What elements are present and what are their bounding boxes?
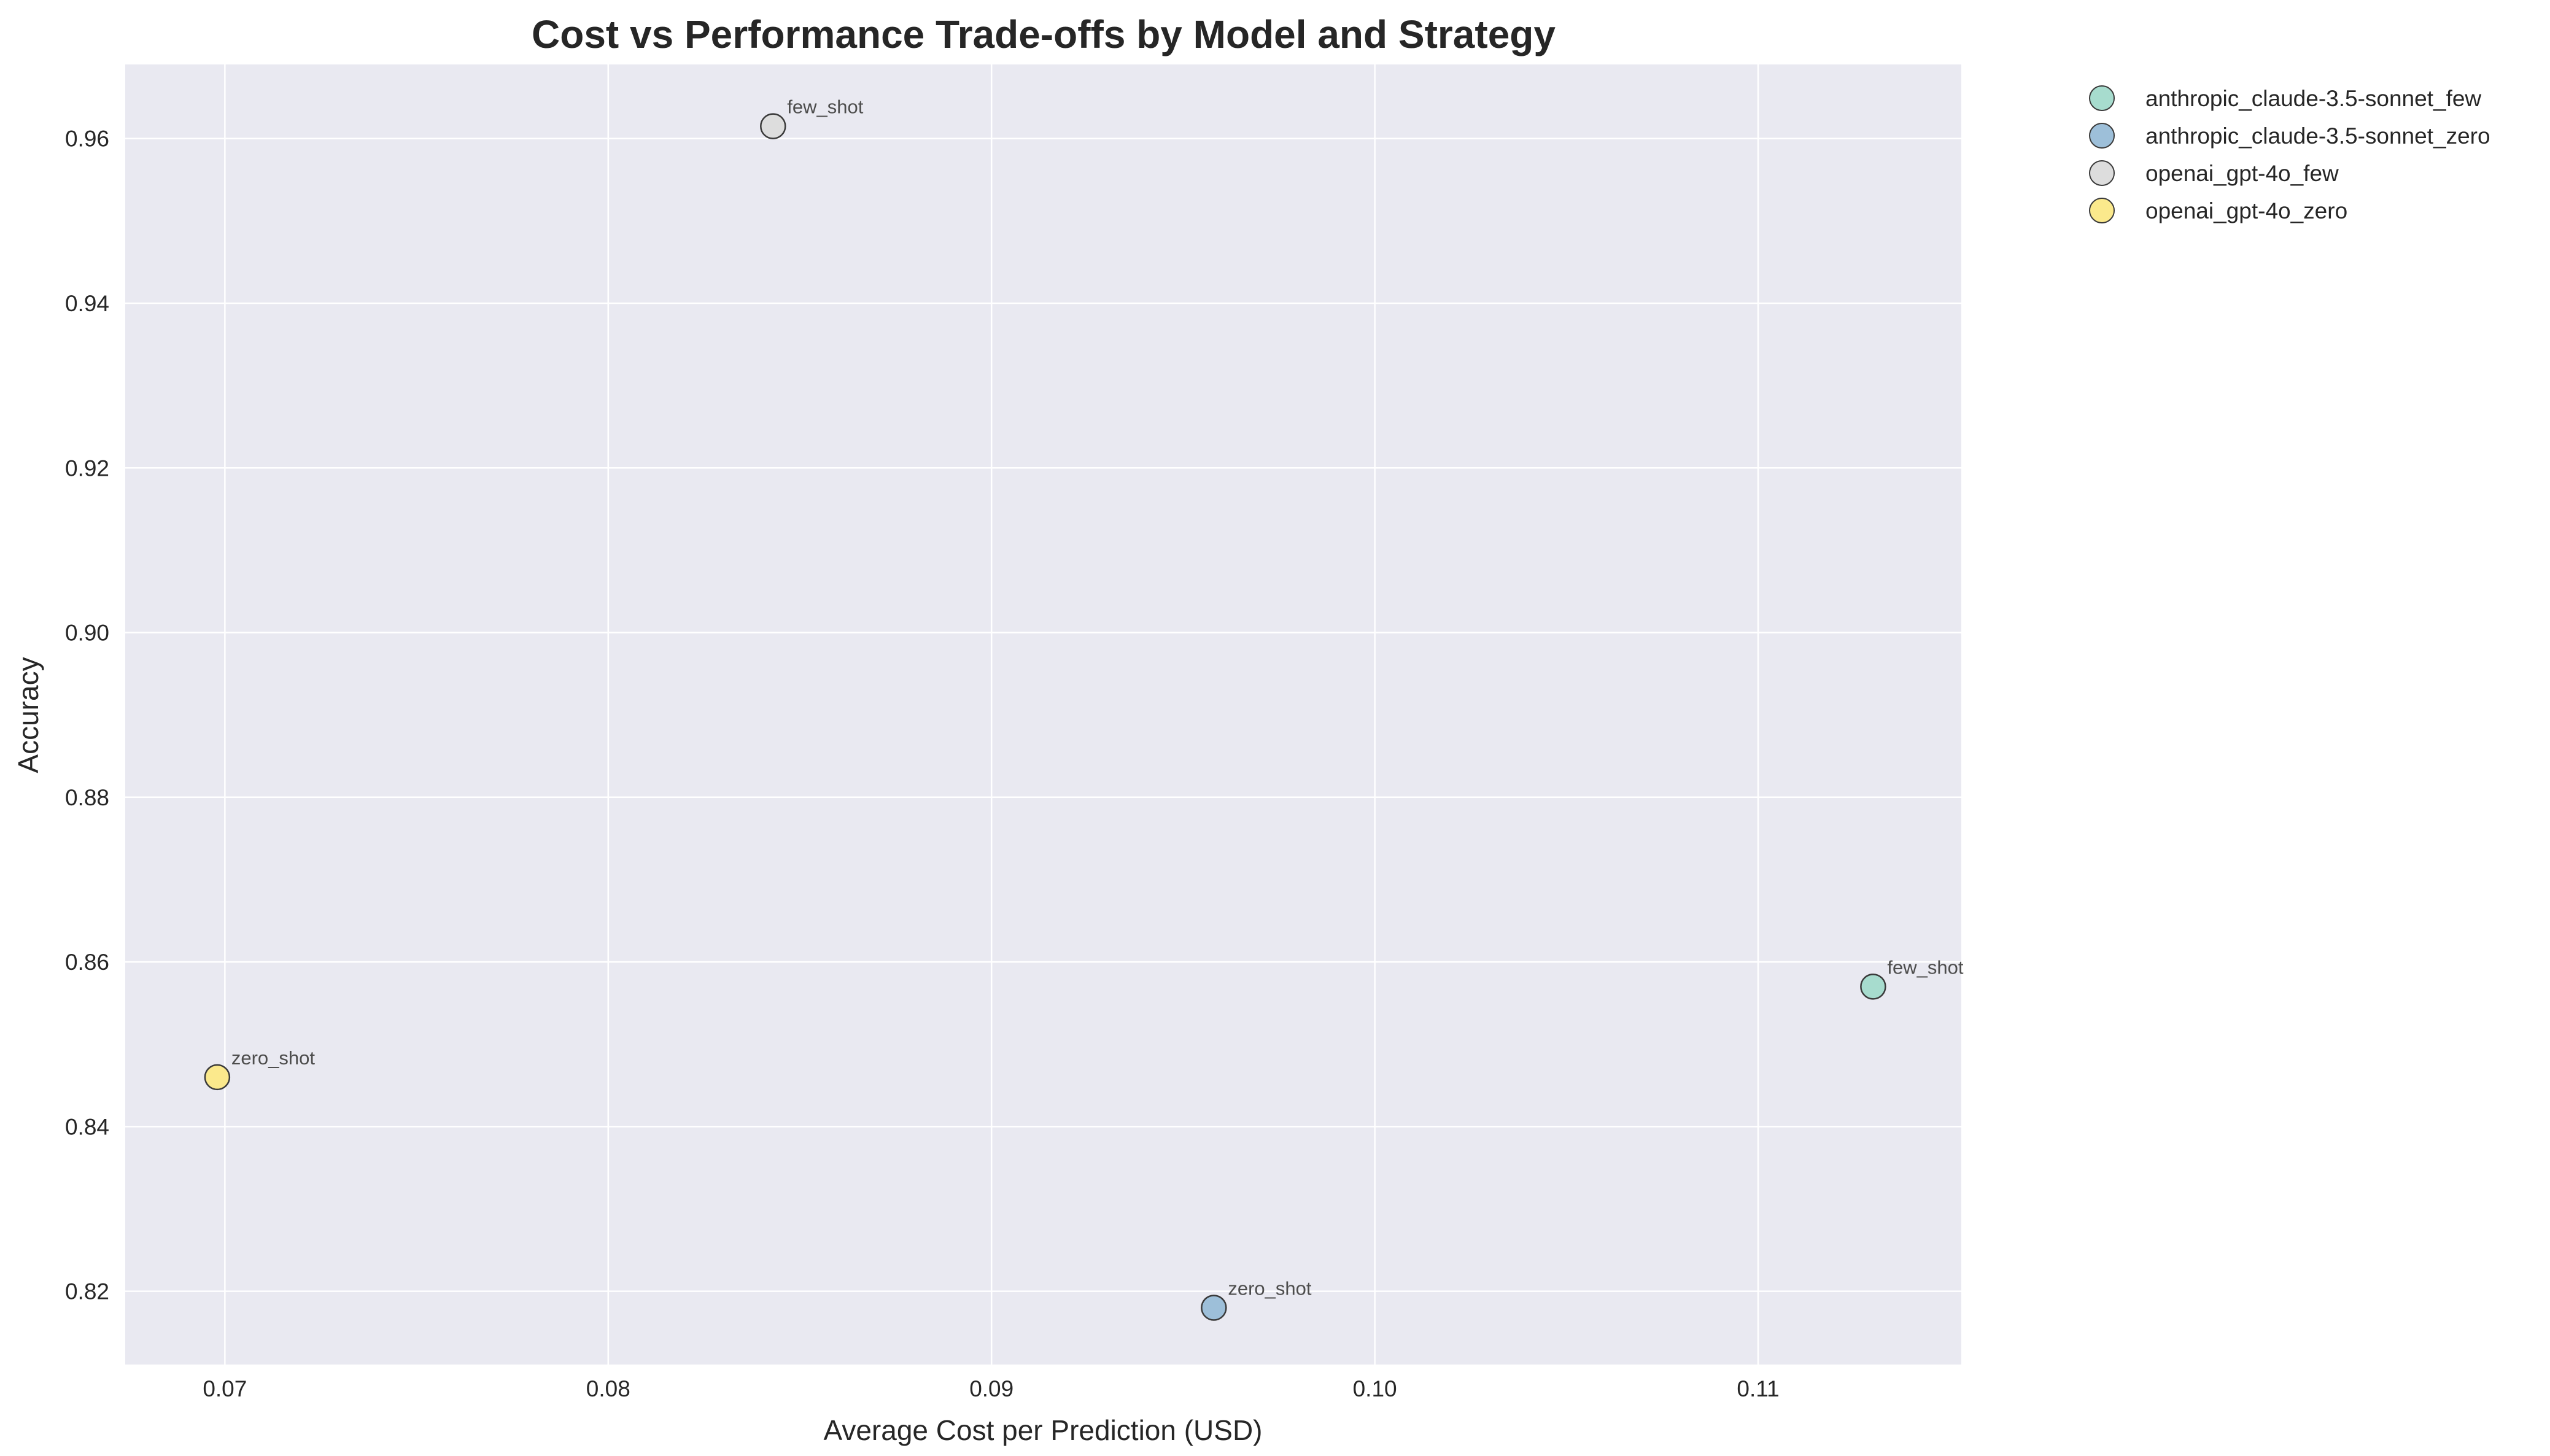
legend-marker <box>2089 198 2115 223</box>
chart-title: Cost vs Performance Trade-offs by Model … <box>532 12 1556 56</box>
legend-marker <box>2089 160 2115 186</box>
x-tick-label: 0.08 <box>586 1376 630 1401</box>
data-points <box>204 113 1886 1321</box>
x-axis-label: Average Cost per Prediction (USD) <box>824 1414 1263 1446</box>
y-axis-ticks: 0.82 0.84 0.86 0.88 0.90 0.92 0.94 0.96 <box>65 126 109 1304</box>
legend-entry-label: anthropic_claude-3.5-sonnet_few <box>2145 86 2481 111</box>
point-annotations: few_shot zero_shot few_shot zero_shot <box>231 96 1964 1299</box>
point-annotation: few_shot <box>787 96 863 118</box>
y-tick-label: 0.88 <box>65 785 109 810</box>
data-point <box>204 1064 231 1091</box>
y-axis-label: Accuracy <box>12 657 44 773</box>
point-annotation: few_shot <box>1887 956 1963 978</box>
y-tick-label: 0.96 <box>65 126 109 152</box>
x-axis-ticks: 0.07 0.08 0.09 0.10 0.11 <box>203 1376 1779 1401</box>
grid-lines <box>125 64 1961 1365</box>
y-tick-label: 0.92 <box>65 455 109 481</box>
x-tick-label: 0.11 <box>1737 1376 1779 1401</box>
x-tick-label: 0.10 <box>1353 1376 1397 1401</box>
legend: anthropic_claude-3.5-sonnet_few anthropic… <box>2089 85 2490 223</box>
data-point <box>1201 1295 1227 1321</box>
legend-entry-label: anthropic_claude-3.5-sonnet_zero <box>2145 123 2490 149</box>
y-tick-label: 0.90 <box>65 621 109 646</box>
legend-marker <box>2089 123 2115 149</box>
legend-entry-label: openai_gpt-4o_few <box>2145 161 2339 186</box>
legend-entry-label: openai_gpt-4o_zero <box>2145 198 2347 223</box>
legend-marker <box>2089 85 2115 111</box>
x-tick-label: 0.07 <box>203 1376 247 1401</box>
y-tick-label: 0.94 <box>65 291 109 316</box>
point-annotation: zero_shot <box>231 1047 316 1069</box>
data-point <box>1860 974 1886 1000</box>
y-tick-label: 0.82 <box>65 1279 109 1304</box>
plot-area <box>125 64 1961 1365</box>
y-tick-label: 0.86 <box>65 950 109 975</box>
data-point <box>760 113 786 139</box>
point-annotation: zero_shot <box>1228 1277 1312 1299</box>
y-tick-label: 0.84 <box>65 1114 109 1139</box>
x-tick-label: 0.09 <box>969 1376 1013 1401</box>
